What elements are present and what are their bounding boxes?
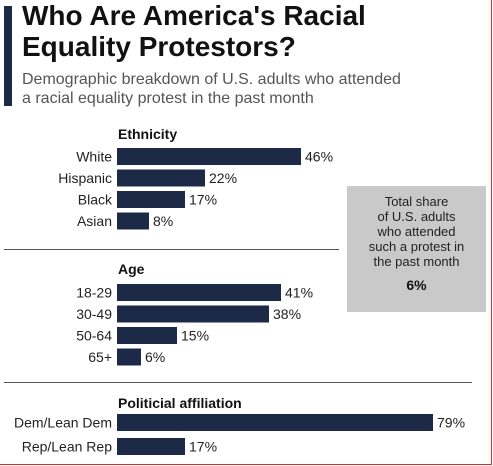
category-label-rep-lean-rep: Rep/Lean Rep <box>22 439 113 455</box>
value-label-65: 6% <box>145 349 165 365</box>
value-label-asian: 8% <box>153 213 173 229</box>
bar-white <box>117 148 301 165</box>
total-share-text-line: such a protest in <box>368 239 465 254</box>
bar-rep-lean-rep <box>117 438 185 455</box>
subtitle-line-2: a racial equality protest in the past mo… <box>22 90 314 107</box>
category-label-hispanic: Hispanic <box>58 170 112 186</box>
value-label-50-64: 15% <box>181 328 209 344</box>
value-label-30-49: 38% <box>273 306 301 322</box>
total-share-text-line: who attended <box>377 224 456 239</box>
bar-18-29 <box>117 284 281 301</box>
category-label-65: 65+ <box>88 349 112 365</box>
total-share-text-line: the past month <box>373 254 460 269</box>
total-share-text-line: of U.S. adults <box>377 209 456 224</box>
title-line-1: Who Are America's Racial <box>22 0 366 31</box>
category-label-18-29: 18-29 <box>76 285 112 301</box>
title-line-2: Equality Protestors? <box>22 31 296 62</box>
bar-50-64 <box>117 327 177 344</box>
value-label-rep-lean-rep: 17% <box>189 439 217 455</box>
group-title-political: Politicial affiliation <box>118 395 242 411</box>
category-label-white: White <box>76 149 112 165</box>
bar-black <box>117 191 185 208</box>
category-label-black: Black <box>78 192 113 208</box>
subtitle-line-1: Demographic breakdown of U.S. adults who… <box>22 71 401 88</box>
group-title-ethnicity: Ethnicity <box>118 126 178 142</box>
total-share-value: 6% <box>406 277 427 293</box>
bar-asian <box>117 212 149 230</box>
title-accent-bar <box>4 6 12 106</box>
divider-ethnicity-age <box>4 249 339 250</box>
value-label-dem-lean-dem: 79% <box>437 415 465 431</box>
value-label-black: 17% <box>189 192 217 208</box>
bar-hispanic <box>117 169 205 187</box>
bar-dem-lean-dem <box>117 414 433 431</box>
chart-title: Who Are America's Racial Equality Protes… <box>22 0 482 62</box>
value-label-white: 46% <box>305 149 333 165</box>
bar-65 <box>117 348 141 366</box>
total-share-text-line: Total share <box>384 194 449 209</box>
group-title-age: Age <box>118 261 145 277</box>
total-share-box: Total share of U.S. adults who attended … <box>347 186 486 312</box>
category-label-asian: Asian <box>77 213 112 229</box>
category-label-50-64: 50-64 <box>76 328 112 344</box>
chart-subtitle: Demographic breakdown of U.S. adults who… <box>22 70 482 108</box>
category-label-30-49: 30-49 <box>76 306 112 322</box>
divider-age-politics <box>4 382 472 383</box>
total-share-text: Total share of U.S. adults who attended … <box>355 194 478 269</box>
bar-30-49 <box>117 305 269 323</box>
category-label-dem-lean-dem: Dem/Lean Dem <box>14 415 112 431</box>
value-label-hispanic: 22% <box>209 170 237 186</box>
value-label-18-29: 41% <box>285 285 313 301</box>
